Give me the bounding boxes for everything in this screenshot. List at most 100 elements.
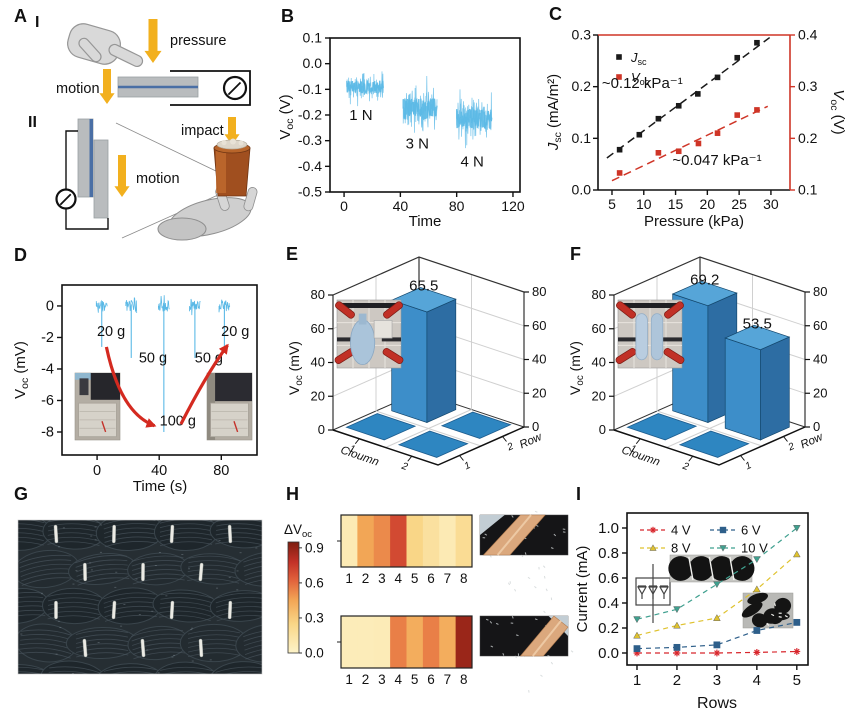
svg-text:60: 60 (311, 321, 325, 336)
row-axis-label: Row (518, 431, 545, 452)
svg-text:60: 60 (592, 321, 606, 336)
x-axis-label: Rows (697, 695, 737, 712)
panel-b-voltage-time-chart: 0 40 80 120 0.1 0.0 -0.1 -0.2 -0.3 -0.4 -0.5 Voc (V… (277, 30, 525, 231)
panel-g-textile-photo (17, 519, 263, 675)
panel-i-current-rows-chart: 1 2 3 4 5 0.0 0.2 0.4 0.6 0.8 1.0 Current (mA) Rows 4… (574, 512, 809, 712)
svg-text:5: 5 (411, 672, 419, 687)
heatmap-cell (390, 616, 407, 668)
white-pin (141, 562, 145, 582)
svg-text:80: 80 (213, 463, 229, 479)
svg-text:0.4: 0.4 (598, 595, 619, 612)
svg-text:30: 30 (763, 196, 779, 212)
sensitivity-annotation: ~0.12 kPa⁻¹ (602, 75, 683, 92)
copper-tape-photo-inset (479, 575, 574, 693)
x-axis-label: Pressure (kPa) (644, 213, 744, 230)
white-pin (227, 524, 233, 544)
copper-tape-photo-inset (479, 510, 569, 619)
svg-text:3: 3 (378, 571, 386, 586)
clamp-photo-inset (334, 299, 404, 369)
svg-text:2: 2 (362, 571, 370, 586)
x-axis-label: Time (409, 213, 442, 230)
heatmap-cell (357, 515, 375, 567)
svg-text:0.6: 0.6 (598, 570, 619, 587)
diode-circuit-icon (635, 564, 671, 623)
svg-text:4: 4 (753, 672, 761, 689)
heatmap-cell (422, 616, 440, 668)
yarn-cluster-photo-inset (741, 592, 794, 629)
svg-text:0.2: 0.2 (798, 130, 818, 146)
device-i-schematic (117, 70, 251, 106)
panel-d-weight-response-chart: 0 40 80 0 -2 -4 -6 -8 Voc (mV) Time (s) 20 g 50 g 10… (12, 284, 258, 495)
svg-text:20: 20 (311, 388, 325, 403)
setup-photo-inset (74, 372, 121, 441)
panel-f-label: F (570, 244, 581, 264)
svg-text:40: 40 (311, 355, 325, 370)
svg-text:0: 0 (813, 419, 820, 434)
heatmap-cell (390, 515, 407, 567)
panel-h-label: H (286, 484, 299, 504)
svg-text:0.6: 0.6 (305, 575, 324, 590)
svg-text:6: 6 (427, 571, 435, 586)
red-arrow (104, 346, 157, 428)
white-pin (83, 562, 87, 582)
svg-text:-8: -8 (41, 424, 54, 440)
row-axis-label: Row (799, 431, 826, 452)
svg-text:0.2: 0.2 (598, 620, 619, 637)
svg-text:-0.3: -0.3 (298, 132, 322, 148)
svg-text:0.1: 0.1 (798, 182, 818, 198)
svg-text:1: 1 (629, 443, 638, 455)
svg-text:-0.4: -0.4 (298, 158, 322, 174)
svg-text:0.0: 0.0 (303, 55, 323, 71)
svg-text:0: 0 (599, 422, 606, 437)
red-arrow (179, 343, 229, 425)
svg-text:0: 0 (93, 463, 101, 479)
svg-text:10: 10 (636, 196, 652, 212)
left-y-axis-label: Jsc (mA/m²) (545, 74, 564, 151)
svg-text:2: 2 (362, 672, 370, 687)
svg-text:0.3: 0.3 (572, 27, 592, 43)
legend-jsc: Jsc (630, 50, 647, 67)
pressing-hand-illustration (67, 23, 144, 68)
svg-text:60: 60 (532, 318, 546, 333)
svg-text:1: 1 (345, 571, 353, 586)
svg-text:7: 7 (444, 672, 452, 687)
heatmap-cell (373, 616, 391, 668)
column-axis-label: Cloumn (620, 444, 661, 468)
colorbar-label: ΔVoc (284, 522, 312, 540)
panel-i-label: I (576, 484, 582, 504)
white-pin (227, 600, 233, 620)
svg-text:-0.5: -0.5 (298, 184, 322, 200)
svg-text:2: 2 (673, 672, 681, 689)
force-label: 1 N (349, 107, 372, 124)
svg-text:0: 0 (532, 419, 539, 434)
white-pin (111, 600, 117, 620)
svg-text:40: 40 (532, 352, 546, 367)
svg-text:8: 8 (460, 672, 468, 687)
svg-text:5: 5 (411, 571, 419, 586)
panel-f-3d-bar-chart: 0 0 20 20 40 40 60 60 80 80 Voc (mV) 1 2 1 2 Cloumn Row 6… (567, 256, 827, 473)
svg-text:2: 2 (505, 441, 516, 454)
white-pin (82, 638, 88, 658)
heatmap-cell (439, 616, 457, 668)
svg-text:7: 7 (444, 571, 452, 586)
svg-text:2: 2 (680, 460, 690, 473)
panel-c-pressure-sensitivity-chart: 5 10 15 20 25 30 0.0 0.1 0.2 0.3 0.1 0.2 0.3 0.4 Jsc (… (545, 27, 847, 231)
legend-item: 8 V (671, 541, 691, 556)
impact-label: impact (181, 123, 224, 139)
svg-text:15: 15 (668, 196, 684, 212)
svg-text:-0.2: -0.2 (298, 107, 322, 123)
svg-text:0.8: 0.8 (598, 545, 619, 562)
svg-text:1: 1 (348, 443, 357, 455)
x-axis-label: Time (s) (133, 478, 187, 495)
svg-text:0.3: 0.3 (305, 610, 324, 625)
panel-e-label: E (286, 244, 299, 264)
svg-text:0: 0 (340, 198, 348, 214)
heatmap-cell (373, 515, 391, 567)
weight-label: 20 g (97, 324, 125, 340)
svg-text:80: 80 (532, 284, 546, 299)
white-pin (198, 638, 204, 658)
cup-illustration (213, 138, 251, 197)
svg-text:20: 20 (813, 385, 827, 400)
svg-text:0.0: 0.0 (572, 182, 592, 198)
